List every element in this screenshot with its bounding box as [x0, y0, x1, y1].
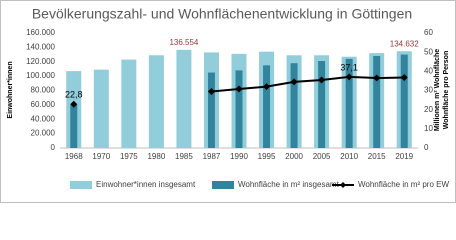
x-tick-label: 1975 — [120, 152, 138, 161]
y2-tick-label: 40 — [424, 66, 433, 75]
bar — [400, 54, 408, 148]
y-tick-label: 140.000 — [26, 42, 55, 51]
marker — [318, 76, 326, 84]
y-tick-label: 20.000 — [31, 129, 56, 138]
x-tick-label: 2010 — [340, 152, 358, 161]
bar — [176, 49, 192, 148]
chart-title: Bevölkerungszahl- und Wohnflächenentwick… — [32, 6, 412, 22]
y-tick-label: 100.000 — [26, 71, 55, 80]
y2-axis-label: Millionen m² Wohnfläche — [434, 49, 441, 131]
x-tick-label: 1968 — [65, 152, 83, 161]
y2-tick-label: 10 — [424, 124, 433, 133]
x-tick-label: 1995 — [258, 152, 276, 161]
bar — [93, 69, 109, 148]
y-axis-label: Einwohner*innen — [7, 61, 14, 118]
bar — [263, 65, 271, 148]
marker — [70, 100, 78, 108]
chart: Bevölkerungszahl- und Wohnflächenentwick… — [0, 0, 456, 203]
x-tick-label: 1990 — [230, 152, 248, 161]
bar — [290, 63, 298, 148]
bar — [345, 58, 353, 148]
data-label: 22,8 — [65, 90, 83, 100]
y-tick-label: 60.000 — [31, 100, 56, 109]
y-tick-label: 80.000 — [31, 86, 56, 95]
legend-label: Wohnfläche in m² insgesamt — [238, 180, 340, 189]
marker — [235, 85, 243, 93]
bar — [373, 56, 381, 148]
marker — [263, 83, 271, 91]
bar — [148, 55, 164, 148]
y-tick-label: 120.000 — [26, 57, 55, 66]
x-tick-label: 2015 — [368, 152, 386, 161]
marker — [290, 78, 298, 86]
x-tick-label: 1980 — [147, 152, 165, 161]
y2-axis-label: Wohnfläche pro Person — [443, 51, 450, 129]
data-label: 136.554 — [169, 38, 198, 47]
legend-label: Einwohner*innen insgesamt — [96, 180, 196, 189]
bar — [318, 61, 326, 148]
legend-label: Wohnfläche in m² pro EW — [358, 180, 449, 189]
y-tick-label: 160.000 — [26, 28, 55, 37]
marker — [400, 73, 408, 81]
x-tick-label: 1985 — [175, 152, 193, 161]
x-tick-label: 1970 — [92, 152, 110, 161]
bar — [235, 70, 243, 148]
x-tick-label: 2005 — [313, 152, 331, 161]
line — [211, 75, 405, 93]
marker — [207, 87, 215, 95]
data-label: 37,1 — [340, 62, 358, 72]
data-label: 134.632 — [390, 39, 419, 48]
y2-tick-label: 50 — [424, 47, 433, 56]
y-tick-label: 40.000 — [31, 114, 56, 123]
bar — [70, 104, 78, 148]
bar — [207, 72, 215, 148]
bar — [121, 59, 137, 148]
y2-tick-label: 0 — [424, 143, 429, 152]
x-tick-label: 2019 — [395, 152, 413, 161]
y2-tick-label: 30 — [424, 86, 433, 95]
marker — [345, 73, 353, 81]
legend-swatch — [340, 182, 346, 188]
x-tick-label: 1987 — [203, 152, 221, 161]
y2-tick-label: 60 — [424, 28, 433, 37]
x-tick-label: 2000 — [285, 152, 303, 161]
legend-swatch — [70, 181, 92, 189]
marker — [373, 74, 381, 82]
legend-swatch — [212, 181, 234, 189]
y-tick-label: 0 — [51, 143, 56, 152]
y2-tick-label: 20 — [424, 105, 433, 114]
